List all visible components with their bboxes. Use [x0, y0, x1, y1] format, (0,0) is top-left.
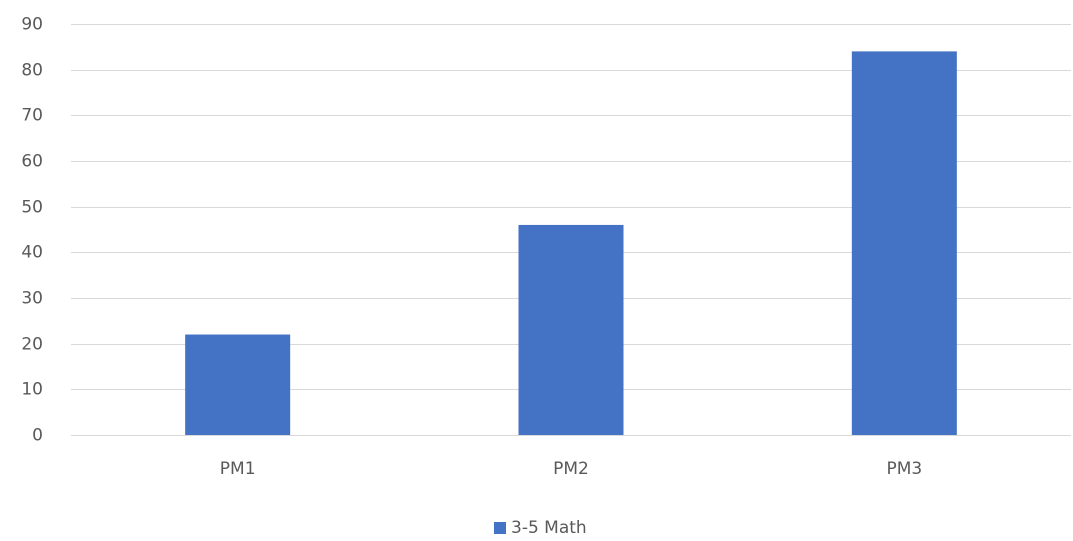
- y-tick-label: 20: [21, 335, 43, 355]
- y-tick-label: 60: [21, 152, 43, 172]
- x-axis-ticks: PM1 PM2 PM3: [220, 459, 922, 479]
- bars: [185, 51, 957, 436]
- bar-pm1: [185, 334, 291, 435]
- y-tick-label: 40: [21, 243, 43, 263]
- x-tick-label: PM1: [220, 459, 256, 479]
- x-tick-label: PM2: [553, 459, 589, 479]
- y-tick-label: 0: [32, 426, 43, 446]
- y-tick-label: 80: [21, 61, 43, 81]
- bar-pm2: [518, 224, 624, 435]
- x-tick-label: PM3: [886, 459, 922, 479]
- y-tick-label: 50: [21, 198, 43, 218]
- y-tick-label: 90: [21, 15, 43, 35]
- y-axis-ticks: 0 10 20 30 40 50 60 70 80 90: [21, 15, 43, 446]
- y-tick-label: 70: [21, 106, 43, 126]
- legend-label: 3-5 Math: [511, 518, 587, 538]
- legend: 3-5 Math: [494, 518, 587, 538]
- y-tick-label: 30: [21, 289, 43, 309]
- bar-pm3: [851, 51, 957, 436]
- legend-swatch: [494, 522, 506, 534]
- y-tick-label: 10: [21, 380, 43, 400]
